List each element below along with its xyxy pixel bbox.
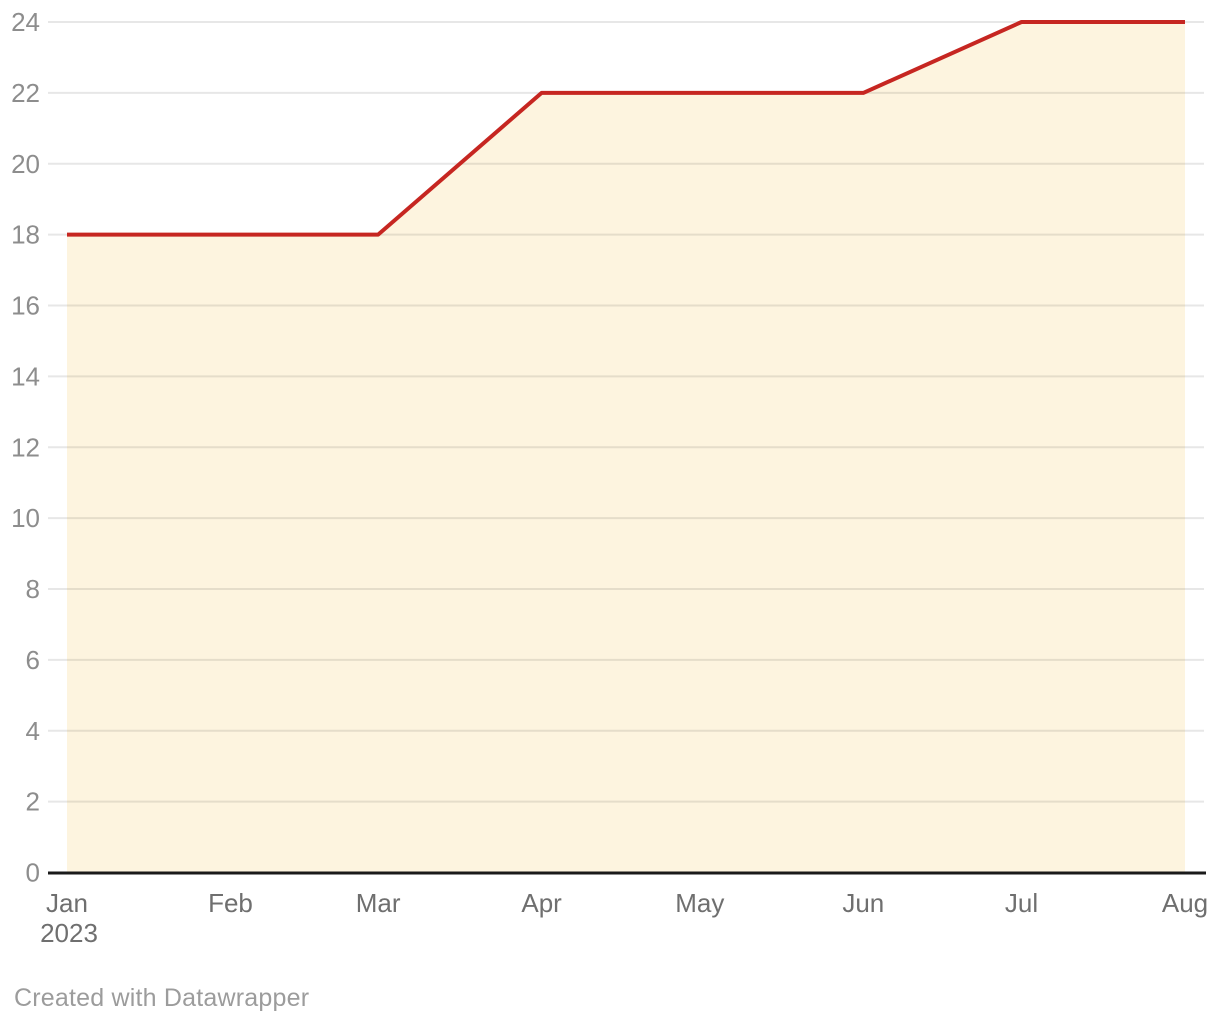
x-tick-label: Aug bbox=[1162, 888, 1208, 918]
y-tick-label: 2 bbox=[26, 787, 40, 817]
x-tick-label: Mar bbox=[356, 888, 401, 918]
attribution-label: Created with Datawrapper bbox=[14, 984, 310, 1012]
x-tick-label: May bbox=[675, 888, 724, 918]
y-tick-label: 4 bbox=[26, 716, 40, 746]
y-tick-label: 14 bbox=[11, 361, 40, 391]
y-tick-label: 24 bbox=[11, 7, 40, 37]
y-tick-label: 20 bbox=[11, 149, 40, 179]
x-tick-label: Jun bbox=[842, 888, 884, 918]
y-tick-label: 18 bbox=[11, 220, 40, 250]
x-tick-label: Feb bbox=[208, 888, 253, 918]
y-tick-label: 12 bbox=[11, 432, 40, 462]
x-tick-label: Jan bbox=[46, 888, 88, 918]
series-line bbox=[67, 20, 1185, 237]
x-axis-year-label: 2023 bbox=[40, 918, 98, 948]
attribution-text: Created with Datawrapper bbox=[14, 984, 309, 1013]
y-tick-label: 8 bbox=[26, 574, 40, 604]
y-tick-label: 10 bbox=[11, 503, 40, 533]
y-tick-label: 16 bbox=[11, 291, 40, 321]
y-tick-label: 6 bbox=[26, 645, 40, 675]
x-tick-label: Jul bbox=[1005, 888, 1038, 918]
y-tick-label: 22 bbox=[11, 78, 40, 108]
x-tick-label: Apr bbox=[521, 888, 562, 918]
y-tick-label: 0 bbox=[26, 858, 40, 888]
